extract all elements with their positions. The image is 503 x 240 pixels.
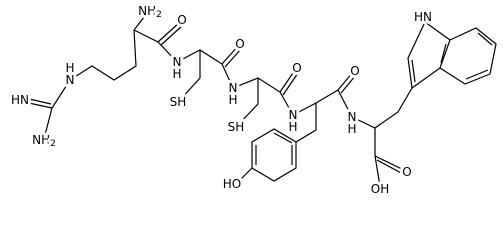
label-part: NH [138, 4, 156, 18]
atom-labels: NH2 O N H SH O N H SH O N H HO O N H HN … [8, 1, 435, 199]
atom-label: H [347, 122, 356, 136]
atom-label: OH [371, 182, 389, 196]
atom-label: H [228, 93, 237, 107]
atom-label: SH [170, 95, 187, 109]
label-part: O [402, 165, 411, 179]
label-part: N [229, 81, 238, 95]
bonds [23, 11, 497, 187]
atom-label: HN [414, 10, 432, 24]
label-part: 2 [156, 10, 162, 20]
label-part: H [172, 67, 181, 81]
label-part: H [228, 93, 237, 107]
label-part: HN [414, 10, 432, 24]
atom-label: N [173, 55, 182, 69]
atom-label: H [288, 120, 297, 134]
atom-label: H [172, 67, 181, 81]
structure: NH2 O N H SH O N H SH O N H HO O N H HN … [8, 1, 497, 199]
atom-label: O [402, 165, 411, 179]
atom-label: HN [11, 93, 29, 107]
atom-label: O [177, 13, 186, 27]
atom-label: SH [228, 120, 245, 134]
label-part: SH [170, 95, 187, 109]
atom-label: N [348, 110, 357, 124]
atom-label: NH2 [32, 133, 56, 149]
label-part: O [177, 13, 186, 27]
label-part: O [350, 64, 359, 78]
atom-label: N [289, 108, 298, 122]
atom-label: O [235, 37, 244, 51]
atom-label: N [66, 73, 75, 87]
label-part: H [288, 120, 297, 134]
atom-label: O [350, 64, 359, 78]
label-part: H [65, 61, 74, 75]
label-part: NH [32, 133, 50, 147]
label-part: O [235, 37, 244, 51]
label-part: N [173, 55, 182, 69]
label-part: 2 [50, 139, 56, 149]
label-part: N [348, 110, 357, 124]
label-part: OH [371, 182, 389, 196]
label-part: N [66, 73, 75, 87]
atom-label: H [65, 61, 74, 75]
label-part: O [292, 61, 301, 75]
label-part: H [347, 122, 356, 136]
label-part: HN [11, 93, 29, 107]
label-part: N [289, 108, 298, 122]
atom-label: HO [223, 177, 241, 191]
label-part: SH [228, 120, 245, 134]
atom-label: NH2 [138, 4, 162, 20]
atom-label: O [292, 61, 301, 75]
atom-label: N [229, 81, 238, 95]
label-part: HO [223, 177, 241, 191]
